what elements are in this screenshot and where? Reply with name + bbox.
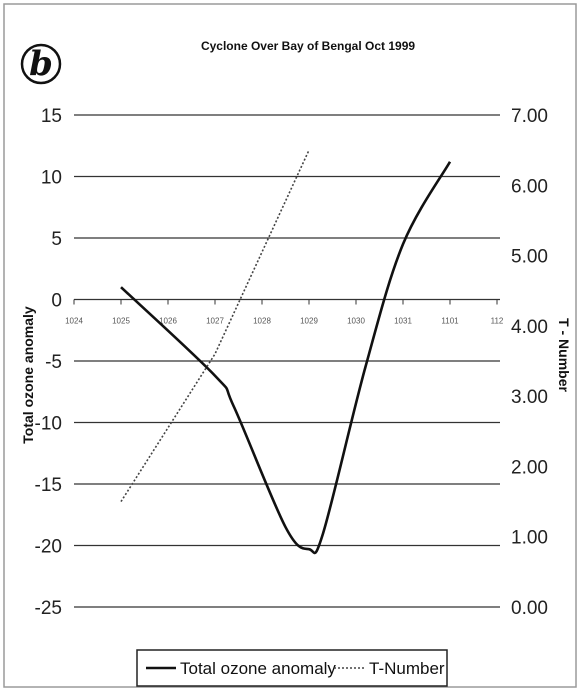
y-axis-title: Total ozone anomaly	[20, 306, 36, 444]
x-tick-label: 1026	[159, 317, 177, 326]
x-tick-label: 112	[491, 317, 504, 326]
y-tick-label: 15	[41, 106, 62, 127]
y-tick-label: -10	[35, 414, 62, 435]
legend-box	[136, 649, 448, 687]
x-tick-label: 1025	[112, 317, 130, 326]
y2-axis-title: T - Number	[556, 318, 572, 392]
y2-tick-label: 6.00	[511, 176, 548, 197]
series-line-ozone	[120, 161, 452, 555]
x-tick-label: 1031	[394, 317, 412, 326]
y2-tick-label: 5.00	[511, 247, 548, 268]
x-tick-label: 1028	[253, 317, 271, 326]
panel-label: b	[20, 43, 62, 85]
y2-tick-label: 2.00	[511, 457, 548, 478]
y-tick-label: -5	[45, 352, 62, 373]
panel-label-circle	[20, 43, 62, 85]
y-tick-label: -15	[35, 475, 62, 496]
panel-label-text: b	[29, 44, 53, 84]
legend-label-ozone: Total ozone anomaly	[180, 659, 336, 678]
figure-border	[3, 3, 577, 688]
y2-tick-label: 0.00	[511, 598, 548, 619]
series-line-tnumber	[120, 149, 310, 503]
x-tick-label: 1024	[65, 317, 83, 326]
y2-tick-label: 1.00	[511, 528, 548, 549]
legend: Total ozone anomaly T-Number	[136, 649, 448, 687]
x-tick-label: 1030	[347, 317, 365, 326]
x-tick-label: 1029	[300, 317, 318, 326]
x-tick-label: 1027	[206, 317, 224, 326]
tick-labels: 15 10 5 0 -5 -10 -15 -20 -25 7.00 6.00 5.00 4.00 3.00…	[35, 106, 548, 619]
gridlines	[74, 114, 500, 608]
legend-label-tnumber: T-Number	[369, 659, 445, 678]
y-tick-label: 10	[41, 168, 62, 189]
y-tick-label: -25	[35, 598, 62, 619]
y2-tick-label: 4.00	[511, 317, 548, 338]
y2-tick-label: 3.00	[511, 387, 548, 408]
series-lines	[120, 149, 452, 555]
chart-title: Cyclone Over Bay of Bengal Oct 1999	[201, 39, 415, 53]
y-tick-label: 0	[51, 291, 62, 312]
y-tick-label: 5	[51, 229, 62, 250]
x-tick-label: 1101	[441, 317, 459, 326]
y-tick-label: -20	[35, 537, 62, 558]
y2-tick-label: 7.00	[511, 106, 548, 127]
